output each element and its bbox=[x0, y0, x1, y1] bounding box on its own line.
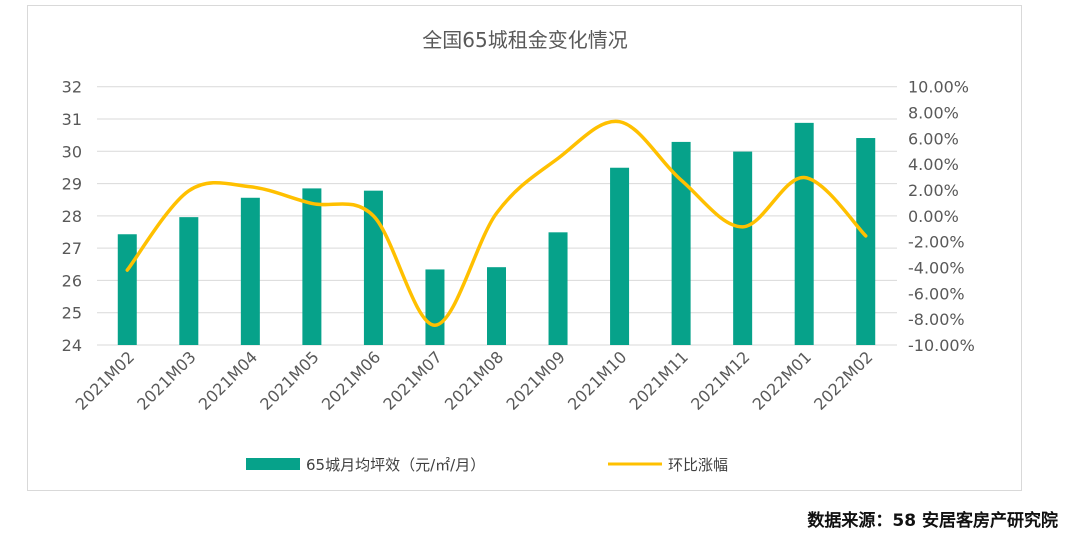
bar bbox=[548, 232, 568, 345]
bar bbox=[425, 269, 445, 345]
x-tick-label: 2021M06 bbox=[318, 347, 384, 413]
x-tick-label: 2022M01 bbox=[749, 347, 815, 413]
source-note: 数据来源：58 安居客房产研究院 bbox=[807, 511, 1058, 531]
y-right-tick-label: 0.00% bbox=[908, 207, 959, 226]
y-right-tick-label: -10.00% bbox=[908, 336, 975, 355]
y-right-tick-label: -4.00% bbox=[908, 259, 965, 278]
bar bbox=[363, 190, 383, 345]
x-tick-label: 2021M03 bbox=[133, 347, 199, 413]
bar bbox=[671, 141, 691, 345]
x-tick-label: 2021M09 bbox=[502, 347, 568, 413]
legend-bar-label: 65城月均坪效（元/㎡/月） bbox=[306, 456, 485, 474]
y-right-tick-label: 2.00% bbox=[908, 181, 959, 200]
y-right-tick-label: 10.00% bbox=[908, 78, 969, 97]
bar bbox=[240, 197, 260, 345]
y-left-tick-label: 29 bbox=[62, 175, 82, 194]
legend: 65城月均坪效（元/㎡/月） 环比涨幅 bbox=[246, 456, 728, 474]
x-tick-label: 2021M08 bbox=[441, 347, 507, 413]
y-right-tick-label: -2.00% bbox=[908, 233, 965, 252]
y-right-tick-label: 8.00% bbox=[908, 104, 959, 123]
y-right-tick-label: -8.00% bbox=[908, 310, 965, 329]
y-left-tick-label: 27 bbox=[62, 239, 82, 258]
bar bbox=[610, 167, 630, 345]
y-left-tick-label: 26 bbox=[62, 271, 82, 290]
y-left-tick-label: 32 bbox=[62, 78, 82, 97]
legend-bar-swatch bbox=[246, 458, 300, 470]
y-left-tick-label: 24 bbox=[62, 336, 82, 355]
x-tick-label: 2021M04 bbox=[195, 347, 261, 413]
x-tick-label: 2021M02 bbox=[72, 347, 138, 413]
chart-frame bbox=[27, 5, 1022, 491]
x-tick-label: 2021M07 bbox=[379, 347, 445, 413]
bar bbox=[856, 138, 876, 345]
y-left-tick-label: 31 bbox=[62, 110, 82, 129]
x-tick-label: 2022M02 bbox=[810, 347, 876, 413]
bar bbox=[117, 234, 137, 345]
y-right-tick-label: -6.00% bbox=[908, 284, 965, 303]
bar bbox=[302, 188, 322, 345]
y-left-tick-label: 30 bbox=[62, 142, 82, 161]
x-tick-label: 2021M11 bbox=[626, 347, 692, 413]
x-tick-label: 2021M05 bbox=[256, 347, 322, 413]
legend-line-label: 环比涨幅 bbox=[668, 456, 728, 474]
bar bbox=[794, 122, 814, 345]
bar bbox=[487, 267, 506, 345]
y-right-tick-label: 4.00% bbox=[908, 155, 959, 174]
y-right-tick-label: 6.00% bbox=[908, 129, 959, 148]
x-tick-label: 2021M10 bbox=[564, 347, 630, 413]
bar bbox=[179, 217, 199, 345]
bar bbox=[733, 151, 753, 345]
y-left-tick-label: 25 bbox=[62, 304, 82, 323]
x-tick-label: 2021M12 bbox=[687, 347, 753, 413]
chart-title: 全国65城租金变化情况 bbox=[422, 28, 627, 52]
y-left-tick-label: 28 bbox=[62, 207, 82, 226]
